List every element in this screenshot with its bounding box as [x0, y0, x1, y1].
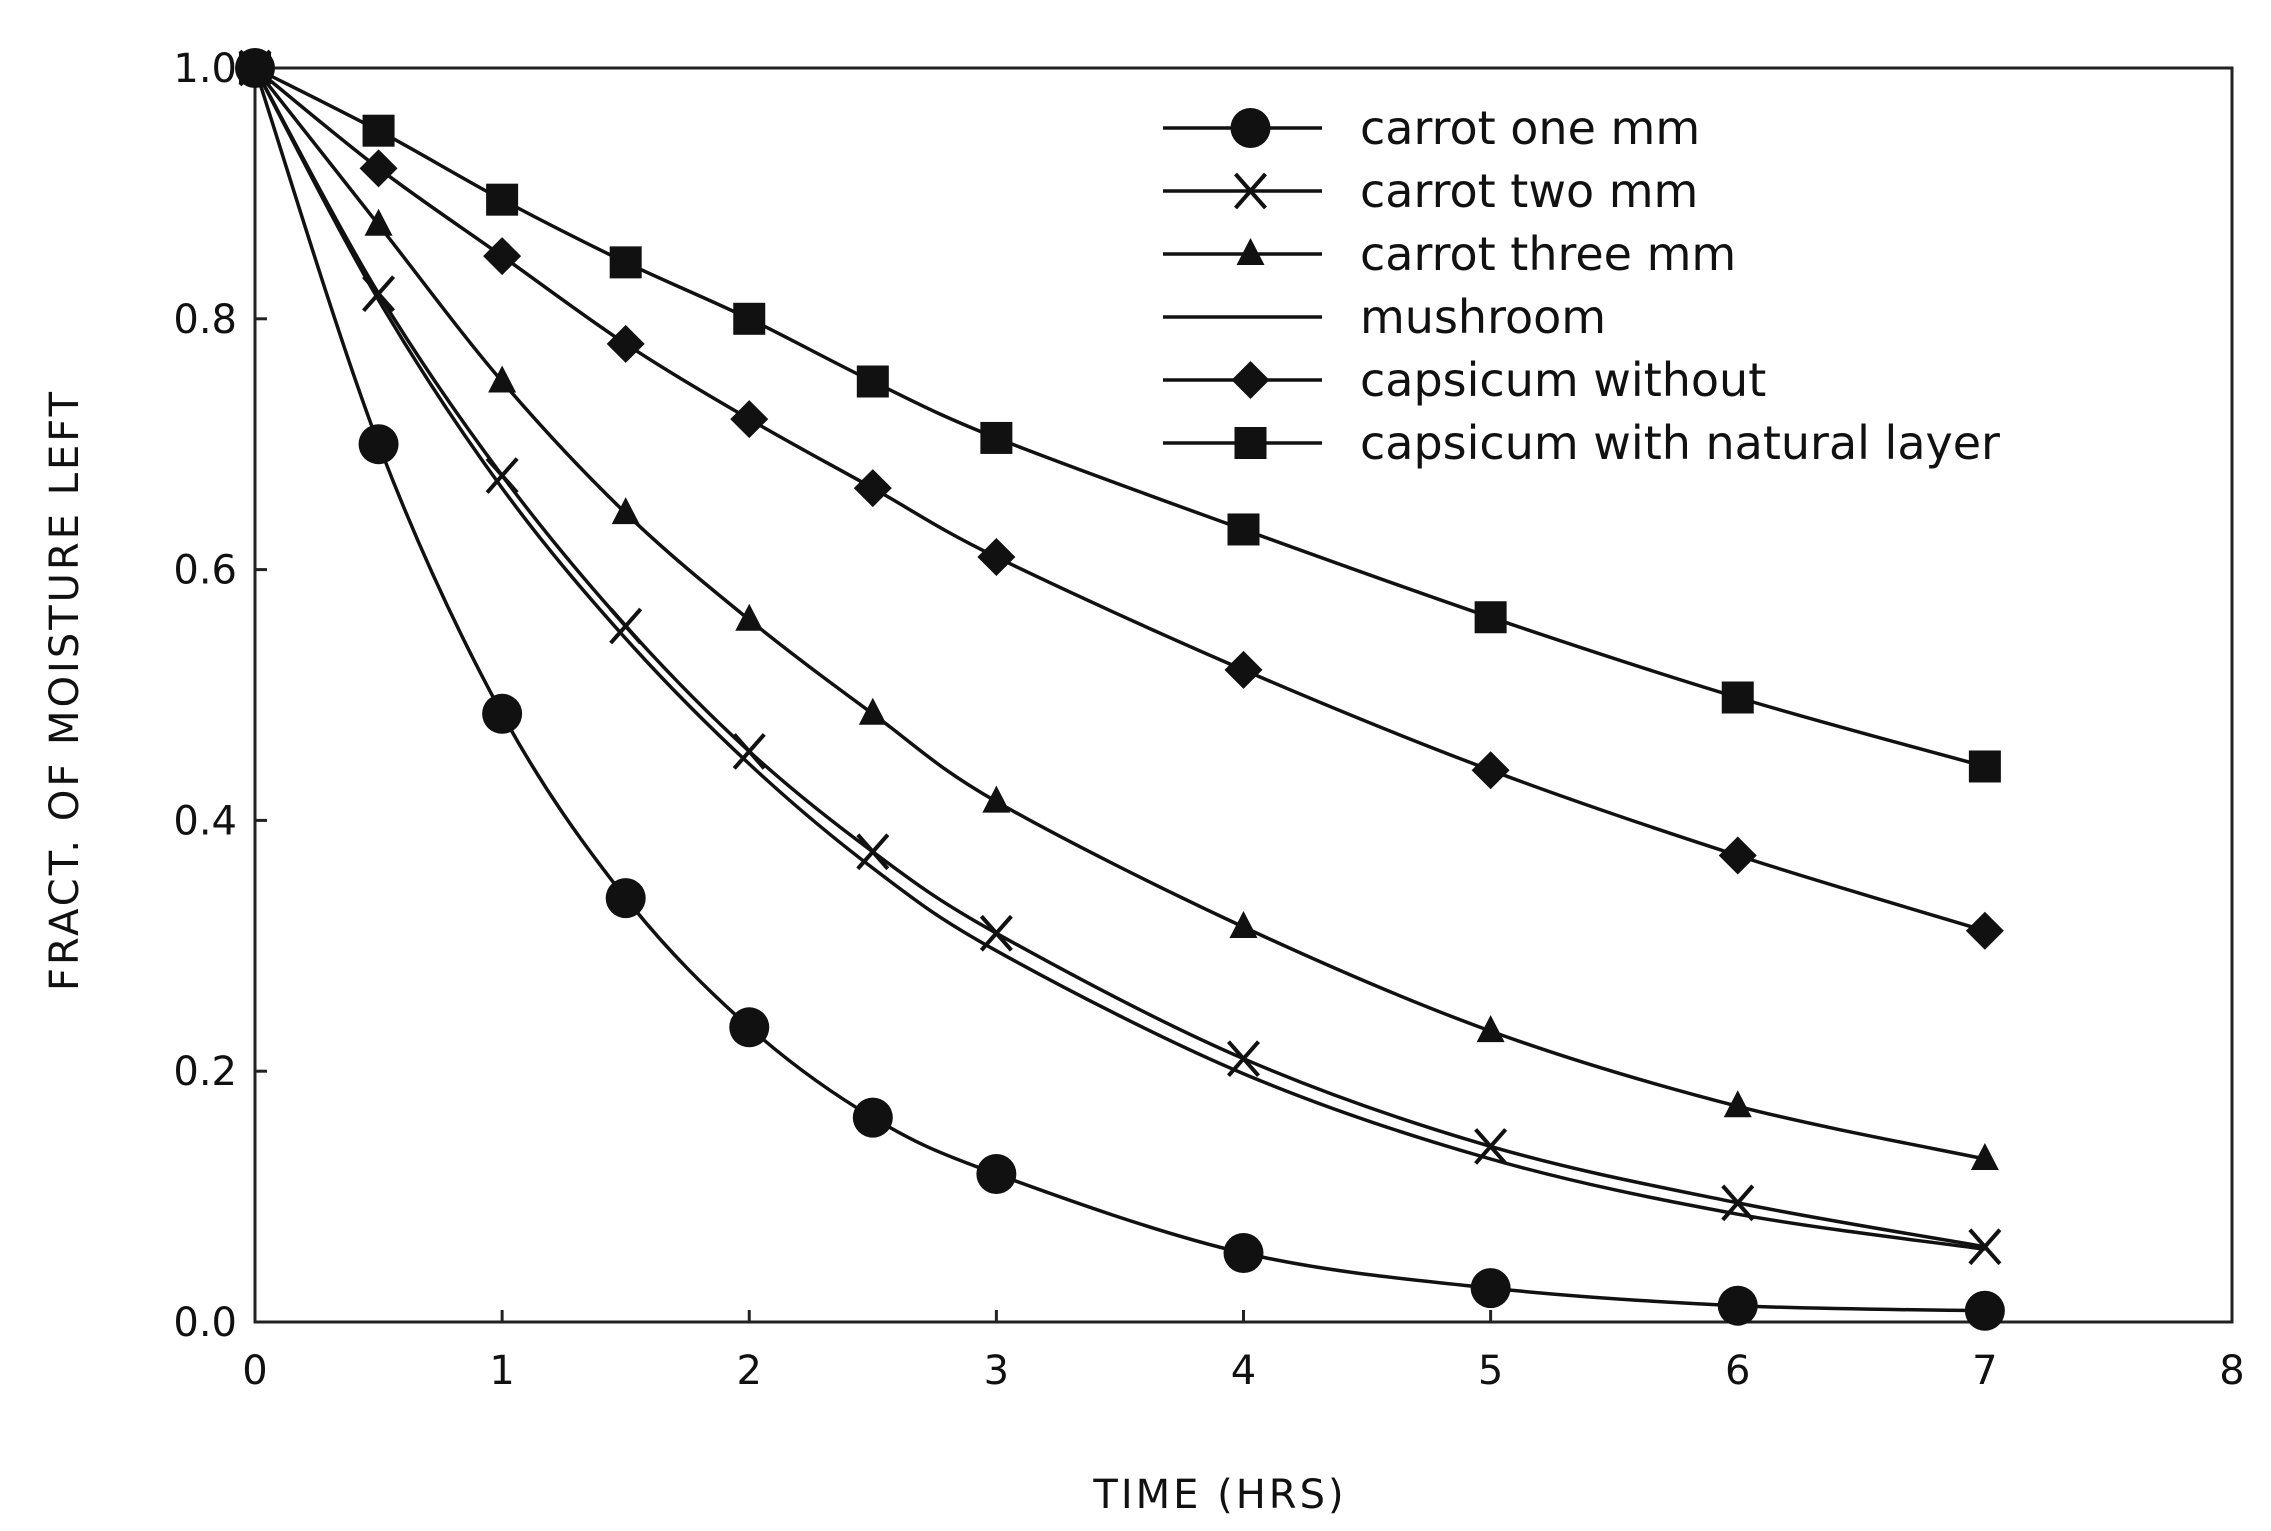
data-point-carrot-two-mm: [732, 733, 766, 770]
legend-label: capsicum with natural layer: [1360, 416, 2000, 470]
y-tick-label: 0.0: [173, 1300, 237, 1346]
data-point-capsicum-with-natural-layer: [486, 183, 519, 216]
legend-label: mushroom: [1360, 290, 1606, 344]
data-point-capsicum-with-natural-layer: [1227, 513, 1260, 546]
data-point-carrot-one-mm: [482, 693, 523, 734]
y-axis-label: FRACT. OF MOISTURE LEFT: [42, 389, 88, 991]
data-point-carrot-one-mm: [729, 1007, 770, 1048]
data-point-capsicum-without: [853, 469, 892, 508]
data-point-capsicum-with-natural-layer: [733, 302, 766, 335]
data-point-capsicum-with-natural-layer: [1721, 681, 1754, 714]
legend-label: carrot three mm: [1360, 227, 1736, 281]
data-point-carrot-one-mm: [1223, 1233, 1264, 1274]
data-point-carrot-three-mm: [735, 603, 764, 631]
x-tick-label: 1: [489, 1348, 514, 1394]
x-tick-label: 2: [737, 1348, 762, 1394]
x-axis: 0 1 2 3 4 5 6 7 8: [242, 1310, 2245, 1394]
data-point-carrot-two-mm: [485, 457, 519, 494]
data-point-carrot-two-mm: [1968, 1228, 2002, 1266]
legend-marker-capsicum-with-natural-layer: [1234, 427, 1267, 459]
series-carrot-three-mm: [241, 52, 1999, 1170]
x-tick-label: 5: [1478, 1348, 1503, 1394]
data-point-capsicum-without: [1224, 650, 1263, 689]
data-point-carrot-one-mm: [1470, 1268, 1511, 1309]
data-point-carrot-two-mm: [609, 607, 643, 645]
series-capsicum-without: [236, 49, 2004, 950]
data-point-capsicum-without: [606, 324, 645, 363]
series-line-carrot-two-mm: [253, 67, 1986, 1249]
data-point-carrot-three-mm: [1476, 1015, 1505, 1043]
data-point-capsicum-with-natural-layer: [362, 114, 395, 147]
legend-label: carrot two mm: [1360, 164, 1698, 218]
legend-marker-carrot-three-mm: [1236, 238, 1265, 265]
y-tick-label: 0.4: [173, 798, 237, 844]
x-tick-label: 4: [1231, 1348, 1256, 1394]
series-line-carrot-three-mm: [253, 66, 1986, 1161]
series-capsicum-with-natural-layer: [239, 52, 2001, 783]
data-point-capsicum-without: [730, 400, 769, 439]
data-point-carrot-two-mm: [856, 833, 890, 871]
data-point-capsicum-with-natural-layer: [1474, 601, 1507, 634]
data-point-capsicum-without: [359, 149, 398, 188]
data-point-carrot-one-mm: [1717, 1285, 1758, 1326]
legend-entry-mushroom: mushroom: [1163, 290, 1606, 344]
data-point-capsicum-with-natural-layer: [1968, 750, 2001, 783]
data-point-capsicum-with-natural-layer: [856, 365, 889, 398]
legend-marker-capsicum-without: [1231, 361, 1270, 399]
data-point-carrot-three-mm: [364, 208, 393, 236]
legend-marker-carrot-two-mm: [1234, 172, 1267, 210]
series-line-capsicum-without: [253, 66, 1986, 933]
data-point-capsicum-without: [977, 538, 1016, 577]
series-carrot-two-mm: [238, 49, 2002, 1266]
x-tick-label: 7: [1972, 1348, 1997, 1394]
series-layer: [235, 48, 2005, 1331]
legend-entry-capsicum-without: capsicum without: [1163, 353, 1766, 407]
data-point-carrot-three-mm: [1723, 1090, 1752, 1118]
data-point-capsicum-with-natural-layer: [239, 52, 271, 84]
data-point-capsicum-with-natural-layer: [980, 421, 1013, 454]
y-tick-label: 0.2: [173, 1049, 237, 1095]
data-point-carrot-one-mm: [1964, 1290, 2005, 1331]
data-point-carrot-one-mm: [605, 878, 646, 919]
y-tick-label: 0.8: [173, 297, 237, 343]
data-point-carrot-three-mm: [1229, 910, 1258, 938]
x-tick-label: 3: [984, 1348, 1009, 1394]
x-tick-label: 6: [1725, 1348, 1750, 1394]
x-tick-label: 0: [242, 1348, 267, 1394]
legend-label: carrot one mm: [1360, 101, 1700, 155]
y-tick-label: 1.0: [173, 46, 237, 92]
data-point-capsicum-without: [1718, 836, 1757, 875]
data-point-carrot-three-mm: [611, 497, 640, 525]
legend-entry-carrot-three-mm: carrot three mm: [1163, 227, 1736, 281]
data-point-carrot-three-mm: [1970, 1142, 1999, 1170]
legend-entry-carrot-one-mm: carrot one mm: [1163, 101, 1700, 155]
x-axis-label: TIME (HRS): [1092, 1472, 1346, 1518]
legend-label: capsicum without: [1360, 353, 1766, 407]
legend: carrot one mm carrot two mm carrot three m…: [1163, 101, 2000, 470]
legend-entry-capsicum-with-natural-layer: capsicum with natural layer: [1163, 416, 2000, 470]
y-tick-label: 0.6: [173, 548, 237, 594]
data-point-carrot-three-mm: [488, 365, 517, 393]
data-point-carrot-one-mm: [358, 424, 399, 465]
series-mushroom: [253, 67, 1986, 1252]
data-point-capsicum-without: [1471, 751, 1510, 790]
series-line-mushroom: [253, 67, 1986, 1252]
data-point-capsicum-without: [1965, 911, 2004, 950]
legend-marker-carrot-one-mm: [1230, 108, 1271, 148]
data-point-carrot-three-mm: [982, 785, 1011, 813]
x-tick-label: 8: [2219, 1348, 2244, 1394]
data-point-carrot-one-mm: [976, 1154, 1017, 1195]
data-point-carrot-three-mm: [858, 697, 887, 725]
data-point-capsicum-with-natural-layer: [609, 246, 642, 279]
data-point-capsicum-without: [483, 237, 522, 276]
y-axis: 0.0 0.2 0.4 0.6 0.8 1.0: [173, 46, 267, 1346]
legend-entry-carrot-two-mm: carrot two mm: [1163, 164, 1698, 218]
data-point-carrot-one-mm: [852, 1097, 893, 1138]
